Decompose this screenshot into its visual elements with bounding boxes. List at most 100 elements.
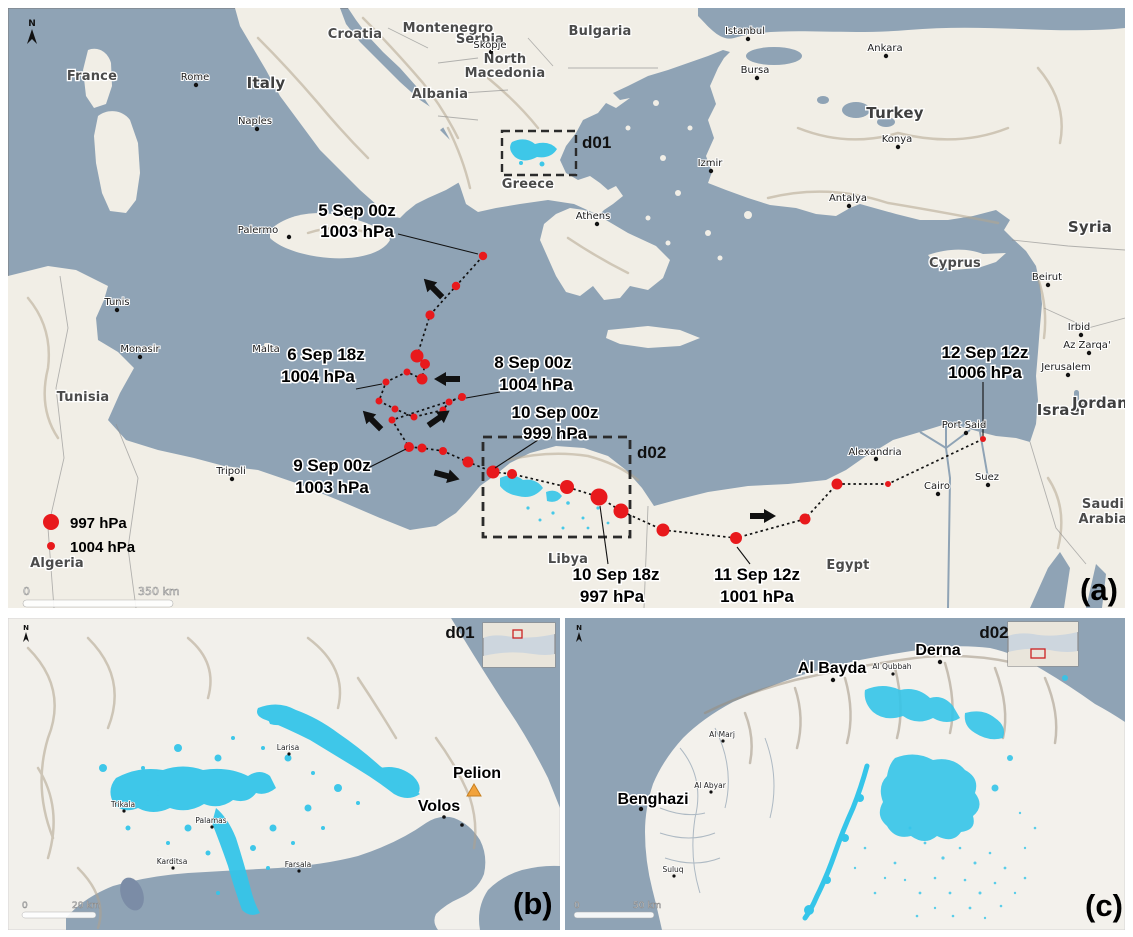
country-label-israel: Israel — [1037, 401, 1086, 419]
panel-c-letter: (c) — [1085, 888, 1123, 923]
city-label-benghazi: Benghazi — [617, 791, 688, 808]
legend-large-dot — [43, 514, 59, 530]
storm-track-line — [377, 255, 984, 539]
track-label-11sep-pres: 1001 hPa — [720, 587, 794, 606]
town-label-al-abyar: Al Abyar — [694, 781, 727, 790]
country-label-croatia: Croatia — [328, 27, 383, 42]
legend-large-label: 997 hPa — [70, 515, 127, 532]
city-label-ankara: Ankara — [867, 43, 902, 54]
pressure-legend: 997 hPa 1004 hPa — [43, 514, 136, 556]
storm-track-points — [375, 251, 986, 544]
city-label-cairo: Cairo — [924, 481, 950, 492]
country-borders — [47, 27, 1125, 608]
country-label-greece: Greece — [502, 177, 554, 192]
country-label-egypt: Egypt — [826, 558, 869, 573]
city-label-tripoli: Tripoli — [215, 466, 246, 477]
panel-a-mediterranean-map: d01 d02 5 Sep 00z 1003 hPa — [8, 8, 1125, 608]
country-label-cyprus: Cyprus — [929, 256, 981, 271]
black-sea — [698, 8, 1125, 39]
country-label-bulgaria: Bulgaria — [569, 24, 632, 39]
north-arrow-icon: N — [27, 19, 37, 44]
flood-extent-greece — [510, 139, 557, 167]
country-label-arabia: Arabia — [1079, 512, 1125, 527]
country-label-saudi: Saudi — [1082, 497, 1124, 512]
country-label-montenegro: Montenegro — [403, 21, 494, 36]
flood-extent-libya — [500, 475, 610, 530]
country-label-turkey: Turkey — [866, 104, 923, 122]
flood-extent-cyrenaica — [864, 643, 1068, 841]
city-label-istanbul: Istanbul — [725, 26, 765, 37]
track-label-8sep-pres: 1004 hPa — [499, 375, 573, 394]
country-label-syria: Syria — [1068, 218, 1112, 236]
relief-shading-b — [26, 636, 477, 930]
track-label-12sep-time: 12 Sep 12z — [942, 343, 1029, 362]
country-label-macedonia: Macedonia — [465, 66, 546, 81]
legend-small-dot — [47, 542, 55, 550]
legend-small-label: 1004 hPa — [70, 539, 136, 556]
svg-text:N: N — [28, 19, 36, 29]
city-label-port-said: Port Said — [942, 420, 987, 431]
north-arrow-icon-b: N — [23, 624, 29, 642]
city-label-tunis: Tunis — [103, 297, 129, 308]
town-label-al-marj: Al Marj — [709, 730, 735, 739]
town-label-larisa: Larisa — [277, 743, 299, 752]
track-label-12sep-pres: 1006 hPa — [948, 363, 1022, 382]
scale-c-bar — [573, 911, 655, 919]
town-label-trikala: Trikala — [110, 800, 135, 809]
landmass-sardinia — [94, 111, 140, 213]
locator-inset-d01 — [482, 622, 556, 668]
city-label-al-bayda: Al Bayda — [798, 660, 867, 677]
reservoir-lake-b — [120, 877, 144, 911]
domain-box-d02 — [481, 435, 632, 539]
scale-a-zero: 0 — [23, 585, 30, 598]
town-dots-b — [122, 752, 464, 873]
track-label-6sep-pres: 1004 hPa — [281, 367, 355, 386]
scale-bar-a: 0 350 km — [22, 585, 180, 608]
flood-channel-c — [802, 763, 870, 921]
north-arrow-icon-c: N — [576, 624, 582, 642]
city-label-izmir: Izmir — [698, 158, 724, 169]
country-label-algeria: Algeria — [30, 556, 84, 571]
flood-extent-thessaly — [99, 704, 420, 915]
scale-b-bar — [21, 911, 97, 919]
track-label-10sep18-time: 10 Sep 18z — [573, 565, 660, 584]
city-label-beirut: Beirut — [1032, 272, 1062, 283]
city-label-athens: Athens — [576, 211, 611, 222]
city-label-naples: Naples — [238, 116, 272, 127]
domain-box-d02-label: d02 — [637, 443, 666, 462]
country-label-tunisia: Tunisia — [57, 390, 110, 405]
track-label-5sep-time: 5 Sep 00z — [318, 201, 396, 220]
track-label-8sep-time: 8 Sep 00z — [494, 353, 572, 372]
place-label-volos: Volos — [418, 798, 460, 815]
flood-speckles-c — [853, 811, 1037, 920]
landmass-crete — [606, 326, 700, 348]
track-label-10sep00-time: 10 Sep 00z — [512, 403, 599, 422]
landmass-balkans-anatolia-africa — [8, 8, 1125, 608]
city-label-az-zarqa: Az Zarqa' — [1063, 340, 1110, 351]
panel-c-cyrenaica-map: Benghazi Al Bayda Derna Al Qubbah Al Mar… — [565, 618, 1125, 930]
city-label-bursa: Bursa — [741, 65, 770, 76]
scale-b-zero: 0 — [22, 901, 28, 911]
domain-box-d01 — [500, 129, 578, 177]
nile-river — [919, 424, 989, 608]
aegean-islands — [585, 100, 752, 261]
panel-b-thessaly-map: Larisa Trikala Palamas Karditsa Farsala … — [8, 618, 560, 930]
country-label-serbia: Serbia — [456, 32, 504, 47]
landmass-sicily — [270, 213, 390, 259]
scale-c-zero: 0 — [574, 901, 580, 911]
landmass-corsica — [83, 48, 112, 108]
inset-box-label-d01: d01 — [445, 623, 474, 642]
town-label-suluq: Suluq — [662, 865, 683, 874]
scale-bar-b: 0 20 km — [21, 901, 101, 919]
city-label-palermo: Palermo — [238, 225, 278, 236]
city-label-skopje: Skopje — [473, 40, 506, 51]
city-label-derna: Derna — [915, 642, 960, 659]
track-label-11sep-time: 11 Sep 12z — [714, 565, 800, 584]
svg-text:N: N — [576, 624, 582, 632]
scale-bar-c: 0 50 km — [573, 901, 662, 919]
track-direction-arrows — [362, 278, 776, 523]
domain-box-d01-label: d01 — [582, 133, 611, 152]
scale-c-max: 50 km — [633, 901, 661, 911]
country-label-malta: Malta — [252, 344, 280, 355]
